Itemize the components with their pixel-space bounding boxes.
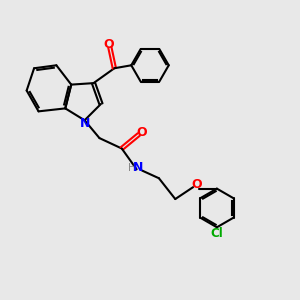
Text: H: H (128, 163, 136, 173)
Text: N: N (133, 161, 143, 174)
Text: O: O (103, 38, 114, 51)
Text: Cl: Cl (211, 227, 223, 240)
Text: O: O (136, 126, 147, 139)
Text: N: N (80, 117, 90, 130)
Text: O: O (191, 178, 202, 191)
